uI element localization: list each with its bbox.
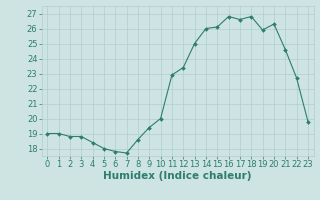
X-axis label: Humidex (Indice chaleur): Humidex (Indice chaleur) (103, 171, 252, 181)
